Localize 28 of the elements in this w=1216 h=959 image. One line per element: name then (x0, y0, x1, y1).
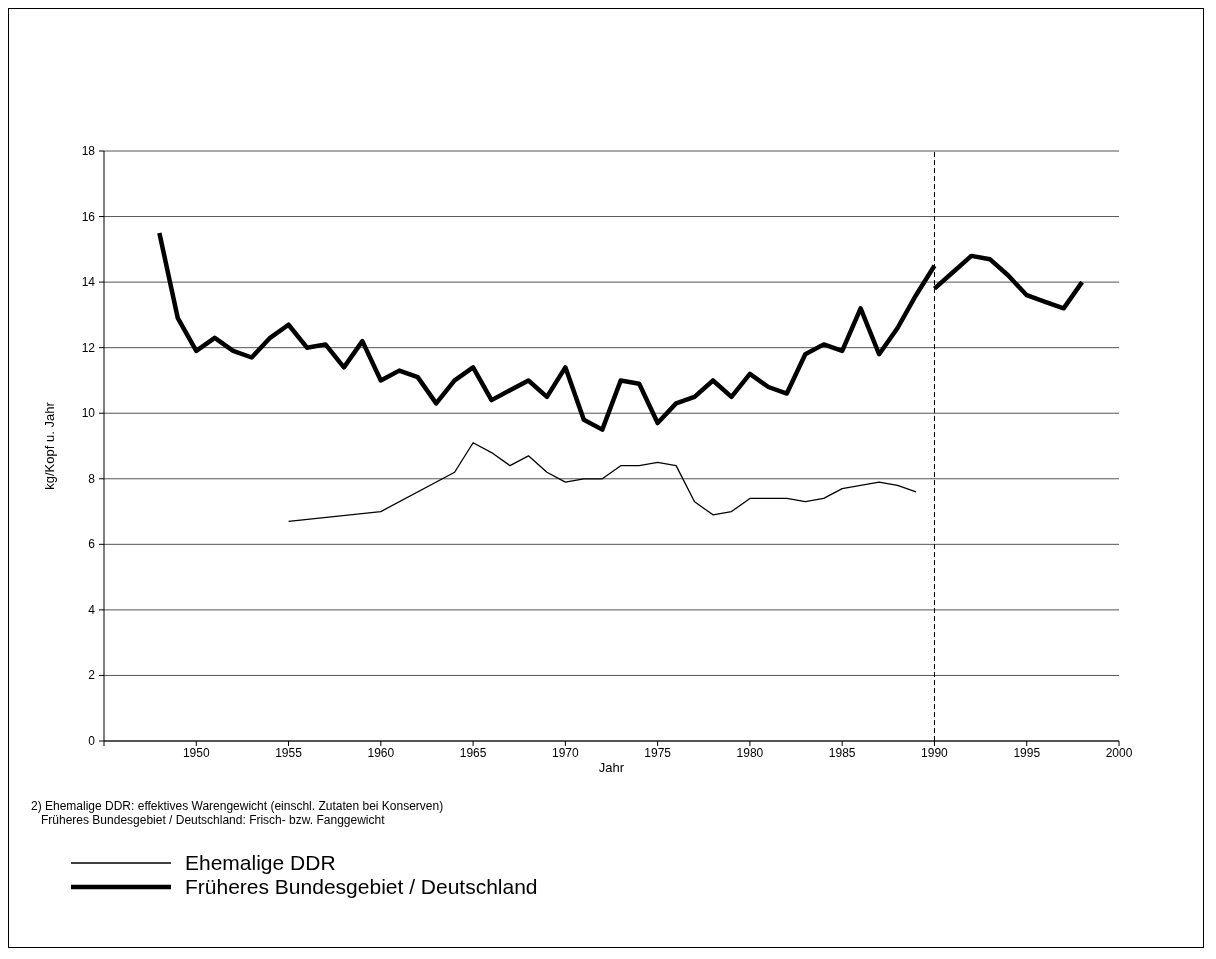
x-tick-label: 1985 (828, 745, 856, 760)
y-tick-label: 8 (88, 471, 96, 486)
y-tick-label: 2 (88, 668, 96, 683)
y-tick-label: 18 (81, 144, 96, 158)
legend-label: Ehemalige DDR (185, 851, 336, 875)
x-tick-label: 1965 (459, 745, 487, 760)
x-tick-label: 1960 (367, 745, 395, 760)
x-tick-label: 1955 (275, 745, 303, 760)
y-tick-label: 12 (81, 340, 96, 355)
y-tick-label: 10 (81, 406, 96, 421)
x-tick-label: 1980 (736, 745, 764, 760)
legend-label: Früheres Bundesgebiet / Deutschland (185, 875, 538, 899)
x-tick-label: 1970 (552, 745, 580, 760)
x-tick-label: 1975 (644, 745, 672, 760)
y-tick-label: 14 (81, 275, 96, 290)
text: 2) Ehemalige DDR: effektives Warengewicht (einschl. Zutaten bei Konserven) (31, 799, 444, 813)
x-tick-label: 1990 (921, 745, 949, 760)
y-axis-title: kg/Kopf u. Jahr (41, 401, 57, 490)
x-axis-title: Jahr (598, 760, 625, 775)
y-tick-label: 16 (81, 209, 96, 224)
text: Früheres Bundesgebiet / Deutschland: Frisch- bzw. Fanggewicht (40, 813, 386, 827)
line-series (287, 442, 917, 523)
y-tick-label: 4 (88, 602, 96, 617)
x-tick-label: 1950 (182, 745, 210, 760)
y-tick-label: 6 (88, 537, 96, 552)
y-tick-label: 0 (88, 734, 96, 748)
x-tick-label: 1995 (1013, 745, 1041, 760)
x-tick-label: 2000 (1105, 745, 1133, 760)
